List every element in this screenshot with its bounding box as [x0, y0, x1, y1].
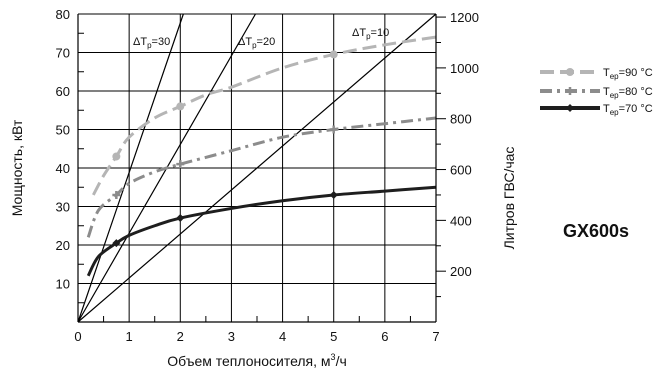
- delta-t-label-main: ΔT: [352, 27, 366, 39]
- y-tick-label: 30: [56, 200, 70, 215]
- y2-tick-label: 200: [450, 264, 472, 279]
- model-name: GX600s: [563, 221, 629, 241]
- delta-t-line: [77, 13, 184, 323]
- delta-t-label-tail: =20: [257, 36, 276, 48]
- delta-t-label-main: ΔT: [238, 36, 252, 48]
- legend-label-main: T: [603, 103, 610, 115]
- marker-circle: [176, 102, 185, 111]
- marker-circle: [112, 152, 121, 161]
- delta-t-label: ΔTp=10: [352, 27, 389, 41]
- y-tick-label: 70: [56, 46, 70, 61]
- y-tick-label: 20: [56, 238, 70, 253]
- y-tick-label: 10: [56, 277, 70, 292]
- y2-tick-label: 800: [450, 112, 472, 127]
- marker-diamond: [566, 104, 574, 112]
- y-axis-title: Мощность, кВт: [9, 119, 25, 216]
- x-tick-label: 7: [432, 329, 439, 344]
- legend-label-main: T: [603, 67, 610, 79]
- legend-label-sub: ep: [610, 72, 619, 81]
- axes: [77, 13, 437, 323]
- x-axis-title: Объем теплоносителя, м3/ч: [167, 352, 347, 369]
- y2-axis-title: Литров ГВС/час: [501, 147, 517, 250]
- legend-label: Tep=70 °C: [603, 103, 653, 117]
- marker-circle: [566, 68, 574, 76]
- y2-tick-label: 400: [450, 213, 472, 228]
- delta-t-line: [77, 13, 437, 323]
- delta-t-label-tail: =10: [371, 27, 390, 39]
- y-tick-label: 80: [56, 7, 70, 22]
- legend-label-main: T: [603, 86, 610, 98]
- x-axis-title-sup: 3: [331, 352, 336, 362]
- marker-plus: [329, 125, 338, 134]
- marker-circle: [329, 50, 338, 59]
- x-axis-title-main: Объем теплоносителя, м: [167, 353, 330, 369]
- legend-label-sub: ep: [610, 108, 619, 117]
- x-tick-label: 6: [381, 329, 388, 344]
- series-line: [86, 116, 437, 238]
- legend-label: Tep=80 °C: [603, 86, 653, 100]
- marker-diamond: [112, 239, 121, 248]
- delta-t-label-sub: p: [366, 32, 371, 41]
- delta-t-label-sub: p: [147, 41, 152, 50]
- legend-label-sub: ep: [610, 91, 619, 100]
- delta-t-label-tail: =30: [152, 36, 171, 48]
- y-tick-label: 50: [56, 123, 70, 138]
- x-tick-label: 1: [126, 329, 133, 344]
- y2-tick-label: 1200: [450, 10, 479, 25]
- series-line: [86, 185, 437, 277]
- series-group: [86, 35, 437, 277]
- legend-label-tail: =70 °C: [619, 103, 653, 115]
- series-1: [86, 116, 437, 238]
- y-tick-label: 60: [56, 84, 70, 99]
- series-0: [92, 35, 437, 196]
- x-tick-label: 4: [279, 329, 286, 344]
- marker-plus: [566, 87, 574, 95]
- marker-plus: [112, 190, 121, 199]
- delta-t-label-sub: p: [252, 41, 257, 50]
- y-tick-label: 40: [56, 161, 70, 176]
- legend-label-tail: =80 °C: [619, 86, 653, 98]
- x-tick-label: 2: [177, 329, 184, 344]
- delta-t-label: ΔTp=30: [133, 36, 170, 50]
- y2-tick-label: 600: [450, 163, 472, 178]
- marker-diamond: [329, 190, 338, 199]
- delta-t-label-main: ΔT: [133, 36, 147, 48]
- delta-t-label: ΔTp=20: [238, 36, 275, 50]
- tick-labels: 0 1 2 3 4 5 6 7 10 20 30 40 50 60 70 80 200 400 600 800 1000…: [56, 7, 479, 344]
- marker-plus: [176, 160, 185, 169]
- legend-label: Tep=90 °C: [603, 67, 653, 81]
- x-tick-label: 0: [74, 329, 81, 344]
- series-2: [86, 185, 437, 277]
- legend-label-tail: =90 °C: [619, 67, 653, 79]
- x-axis-title-tail: /ч: [336, 353, 347, 369]
- marker-diamond: [176, 214, 185, 223]
- x-tick-label: 3: [228, 329, 235, 344]
- y2-tick-label: 1000: [450, 61, 479, 76]
- x-tick-label: 5: [330, 329, 337, 344]
